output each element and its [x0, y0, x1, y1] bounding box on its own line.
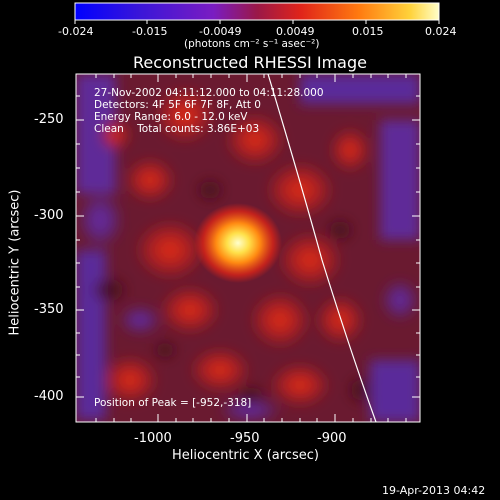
- colorbar-units-label: (photons cm⁻² s⁻¹ asec⁻²): [184, 38, 320, 50]
- y-tick-label: -300: [34, 208, 64, 223]
- y-tick-label: -350: [34, 302, 64, 317]
- y-tick-label: -400: [34, 389, 64, 404]
- x-tick-label: -900: [317, 431, 347, 446]
- colorbar-tick-label: 0.0049: [276, 25, 315, 38]
- time-range-text: 27-Nov-2002 04:11:12.000 to 04:11:28.000: [94, 87, 324, 99]
- x-axis-label: Heliocentric X (arcsec): [172, 448, 319, 463]
- x-tick-label: -950: [230, 431, 260, 446]
- clean-counts-text: Clean Total counts: 3.86E+03: [94, 123, 260, 135]
- energy-range-text: Energy Range: 6.0 - 12.0 keV: [94, 111, 248, 123]
- colorbar-tick-label: -0.024: [58, 25, 94, 38]
- emission-peak: [194, 203, 282, 283]
- solar-limb-line: [267, 74, 377, 422]
- peak-position-text: Position of Peak = [-952,-318]: [94, 397, 252, 409]
- colorbar: [74, 2, 440, 24]
- y-axis-label: Heliocentric Y (arcsec): [7, 189, 23, 336]
- x-tick-label: -1000: [134, 431, 172, 446]
- image-title: Reconstructed RHESSI Image: [133, 53, 367, 72]
- footer-timestamp: 19-Apr-2013 04:42: [382, 484, 486, 497]
- colorbar-tick-label: 0.015: [352, 25, 384, 38]
- colorbar-tick-label: 0.024: [425, 25, 457, 38]
- y-tick-label: -250: [34, 112, 64, 127]
- colorbar-tick-label: -0.0049: [199, 25, 242, 38]
- detectors-text: Detectors: 4F 5F 6F 7F 8F, Att 0: [94, 99, 261, 111]
- colorbar-tick-label: -0.015: [132, 25, 168, 38]
